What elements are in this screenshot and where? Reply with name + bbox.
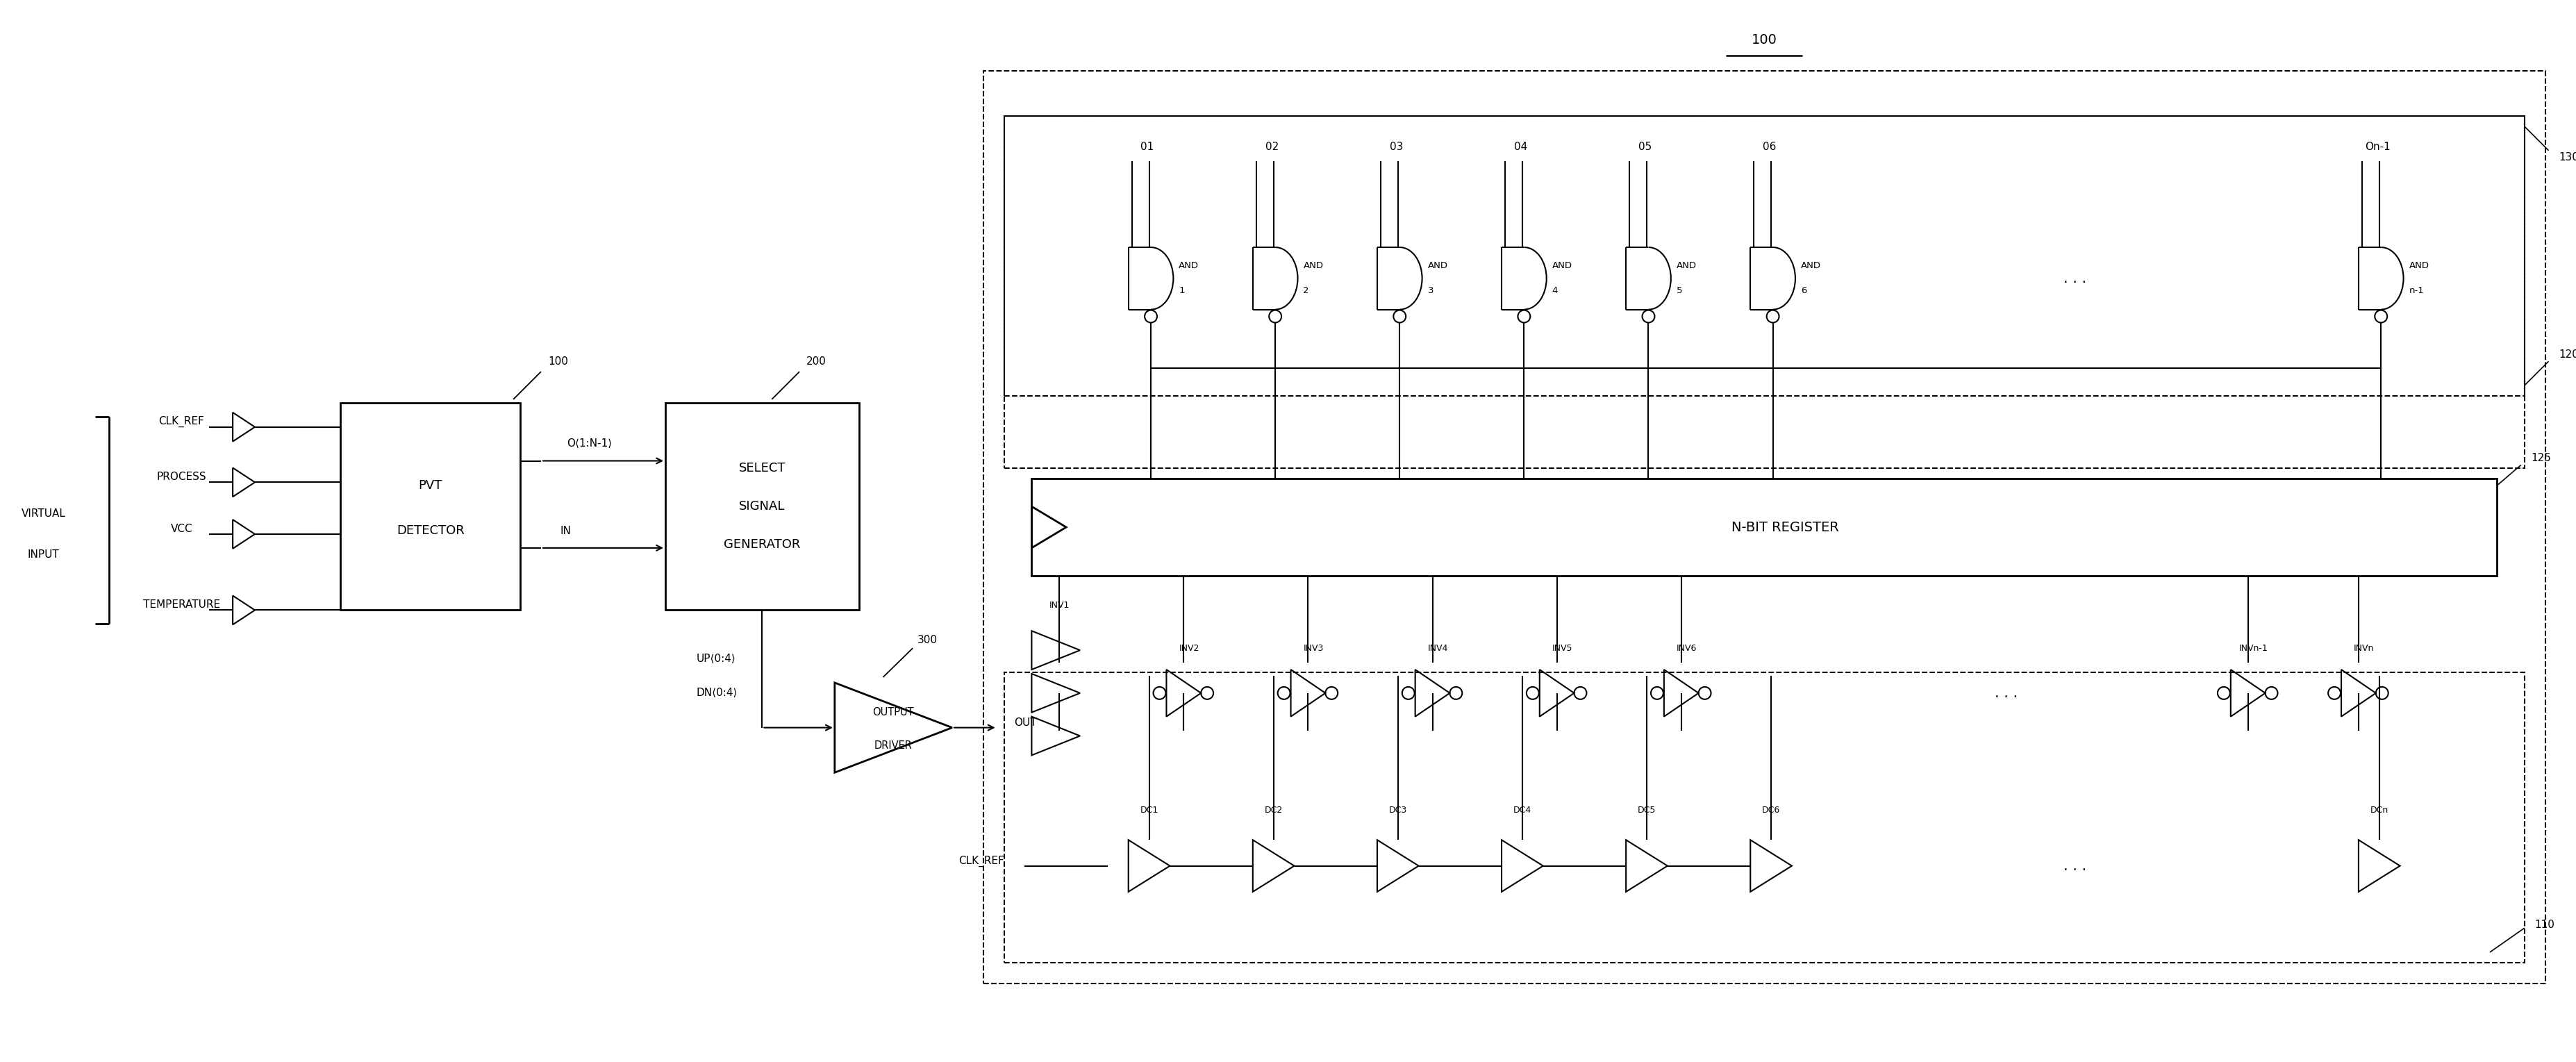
Text: 3: 3: [1427, 287, 1435, 295]
Text: INV4: INV4: [1427, 644, 1448, 653]
Text: . . .: . . .: [2063, 272, 2087, 286]
Text: 06: 06: [1762, 142, 1775, 152]
Text: DC6: DC6: [1762, 806, 1780, 815]
Text: VIRTUAL: VIRTUAL: [21, 508, 64, 518]
Text: 1: 1: [1180, 287, 1185, 295]
Text: 120: 120: [2558, 349, 2576, 360]
Text: PROCESS: PROCESS: [157, 472, 206, 482]
Bar: [665, 402, 858, 611]
Text: 04: 04: [1515, 142, 1528, 152]
Text: AND: AND: [1427, 261, 1448, 271]
Bar: [1005, 116, 2524, 396]
Text: AND: AND: [1553, 261, 1571, 271]
Text: DC4: DC4: [1512, 806, 1533, 815]
Text: DC5: DC5: [1638, 806, 1656, 815]
Text: IN: IN: [562, 526, 572, 536]
Text: 100: 100: [549, 356, 567, 366]
Text: TEMPERATURE: TEMPERATURE: [144, 599, 219, 610]
Text: PVT: PVT: [417, 479, 443, 492]
Text: 300: 300: [917, 635, 938, 645]
Text: SELECT: SELECT: [739, 462, 786, 475]
Text: AND: AND: [1180, 261, 1198, 271]
Text: O⟨1:N-1⟩: O⟨1:N-1⟩: [567, 439, 613, 449]
Text: On-1: On-1: [2365, 142, 2391, 152]
Text: INVn: INVn: [2354, 644, 2375, 653]
Text: 03: 03: [1388, 142, 1404, 152]
Bar: [1005, 672, 2524, 962]
Text: INPUT: INPUT: [28, 550, 59, 560]
Text: GENERATOR: GENERATOR: [724, 538, 801, 551]
Text: 130: 130: [2558, 152, 2576, 162]
Text: AND: AND: [1677, 261, 1698, 271]
Bar: [340, 402, 520, 611]
Text: DCn: DCn: [2370, 806, 2388, 815]
Text: 100: 100: [1752, 33, 1777, 47]
Text: CLK_REF: CLK_REF: [160, 416, 204, 427]
Text: 200: 200: [806, 356, 827, 366]
Text: 5: 5: [1677, 287, 1682, 295]
Text: 02: 02: [1265, 142, 1278, 152]
Text: UP⟨0:4⟩: UP⟨0:4⟩: [696, 653, 737, 664]
Bar: [984, 71, 2545, 983]
Text: 01: 01: [1141, 142, 1154, 152]
Text: SIGNAL: SIGNAL: [739, 500, 786, 513]
Text: OUTPUT: OUTPUT: [873, 707, 914, 718]
Text: VCC: VCC: [170, 524, 193, 534]
Text: DN⟨0:4⟩: DN⟨0:4⟩: [696, 688, 737, 699]
Text: N-BIT REGISTER: N-BIT REGISTER: [1731, 520, 1839, 534]
Text: INVn-1: INVn-1: [2239, 644, 2267, 653]
Text: 05: 05: [1638, 142, 1651, 152]
Text: DRIVER: DRIVER: [873, 740, 912, 751]
Text: 6: 6: [1801, 287, 1806, 295]
Text: . . .: . . .: [1994, 686, 2017, 700]
Text: INV3: INV3: [1303, 644, 1324, 653]
Text: INV5: INV5: [1553, 644, 1574, 653]
Text: INV2: INV2: [1180, 644, 1200, 653]
Text: AND: AND: [1801, 261, 1821, 271]
Text: DC1: DC1: [1141, 806, 1159, 815]
Text: DC2: DC2: [1265, 806, 1283, 815]
Bar: [1030, 479, 2496, 576]
Text: DC3: DC3: [1388, 806, 1406, 815]
Text: DETECTOR: DETECTOR: [397, 525, 464, 537]
Text: 110: 110: [2535, 920, 2555, 930]
Text: 125: 125: [2532, 452, 2550, 463]
Text: 2: 2: [1303, 287, 1309, 295]
Text: CLK_REF: CLK_REF: [958, 855, 1005, 867]
Text: INV1: INV1: [1048, 601, 1069, 610]
Text: . . .: . . .: [2063, 859, 2087, 873]
Text: INV6: INV6: [1677, 644, 1698, 653]
Text: n-1: n-1: [2409, 287, 2424, 295]
Text: AND: AND: [1303, 261, 1324, 271]
Bar: [1005, 116, 2524, 468]
Text: AND: AND: [2409, 261, 2429, 271]
Text: OUT: OUT: [1015, 718, 1038, 727]
Text: 4: 4: [1553, 287, 1558, 295]
